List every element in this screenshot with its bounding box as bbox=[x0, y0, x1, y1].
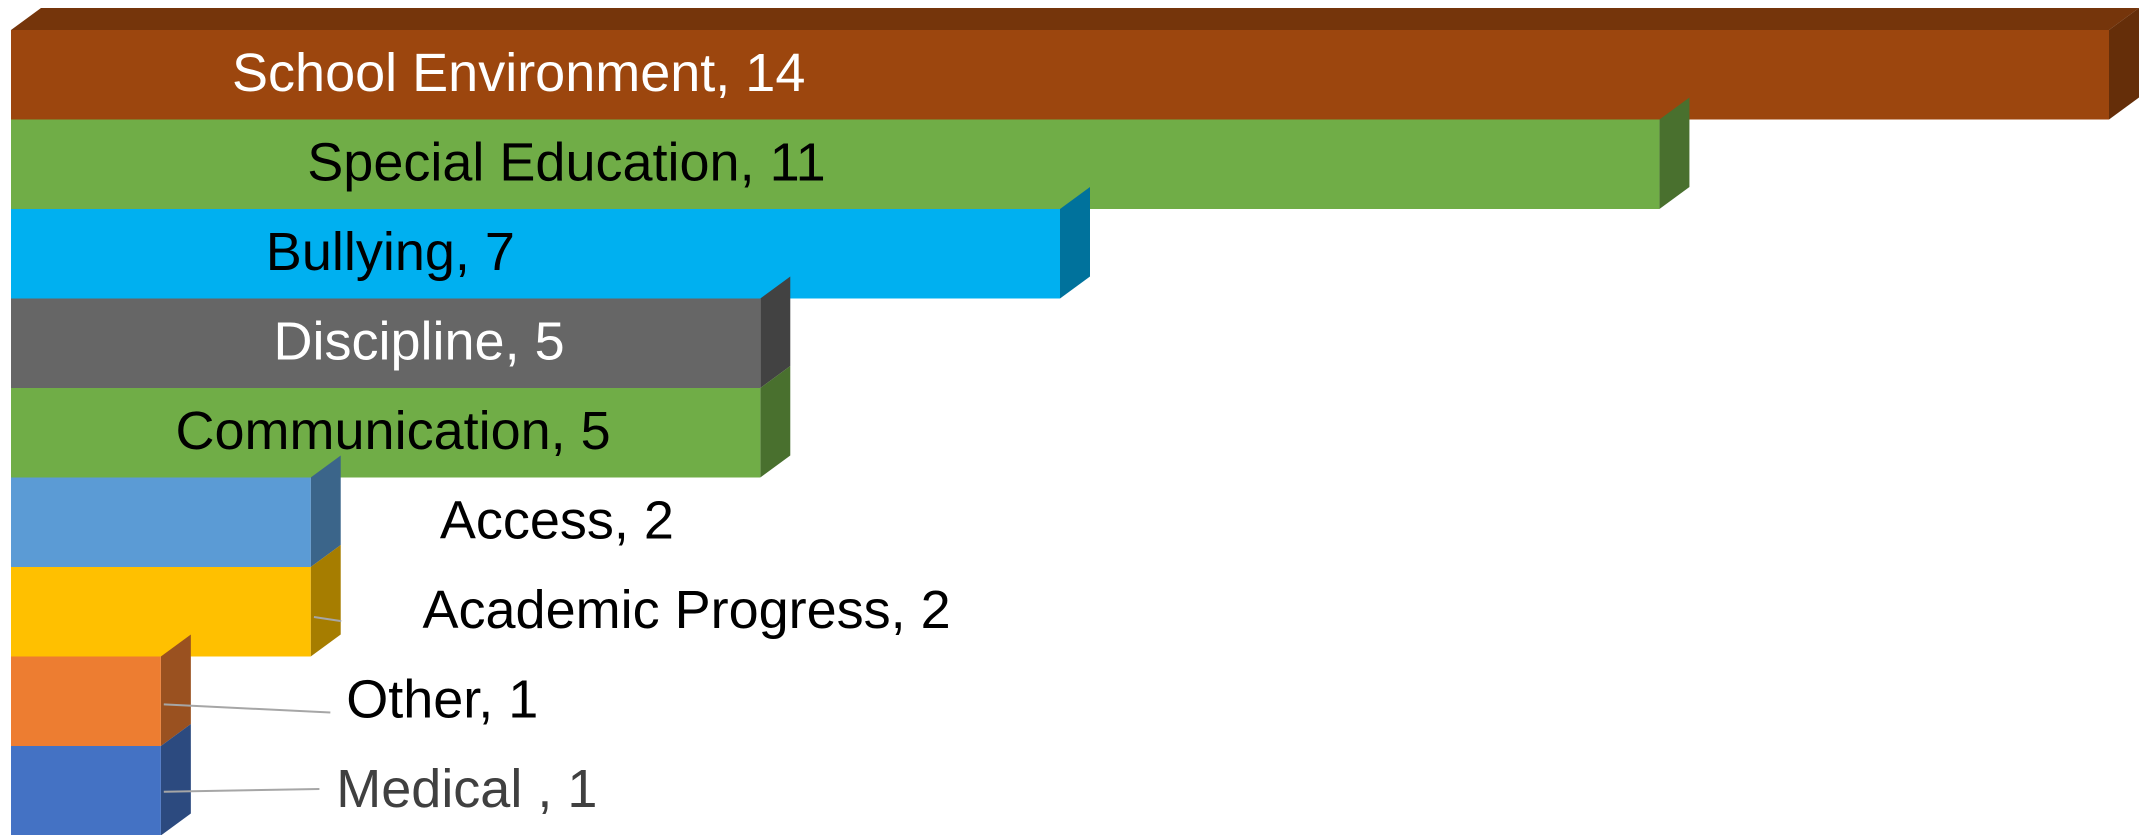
data-label: Bullying, 7 bbox=[266, 222, 515, 282]
bar-side bbox=[1060, 187, 1090, 299]
bar-side bbox=[160, 634, 191, 746]
bar bbox=[11, 209, 1060, 299]
bar-side bbox=[310, 455, 341, 567]
data-label: Access, 2 bbox=[440, 491, 674, 551]
bar-side bbox=[310, 545, 341, 657]
bar bbox=[11, 119, 1660, 209]
leader-line bbox=[313, 615, 342, 623]
bar-side bbox=[760, 276, 791, 388]
data-label: Communication, 5 bbox=[176, 401, 611, 461]
bar bbox=[11, 298, 761, 388]
bar bbox=[11, 567, 311, 657]
bar-side bbox=[1659, 97, 1690, 209]
data-label: Academic Progress, 2 bbox=[422, 580, 950, 640]
bar bbox=[11, 388, 761, 478]
data-label: School Environment, 14 bbox=[232, 43, 805, 103]
data-label: Medical , 1 bbox=[336, 759, 597, 819]
data-label: Special Education, 11 bbox=[307, 133, 825, 193]
bar bbox=[11, 746, 161, 835]
data-label: Other, 1 bbox=[346, 670, 538, 730]
bar bbox=[11, 30, 2109, 120]
leader-line bbox=[163, 703, 331, 714]
bar-top bbox=[11, 8, 2139, 30]
bar-side bbox=[760, 366, 791, 478]
leader-line bbox=[163, 787, 320, 793]
bar bbox=[11, 477, 311, 567]
bar-side bbox=[2109, 8, 2139, 120]
data-label: Discipline, 5 bbox=[273, 312, 564, 372]
bar bbox=[11, 656, 161, 746]
bar-side bbox=[160, 724, 191, 835]
